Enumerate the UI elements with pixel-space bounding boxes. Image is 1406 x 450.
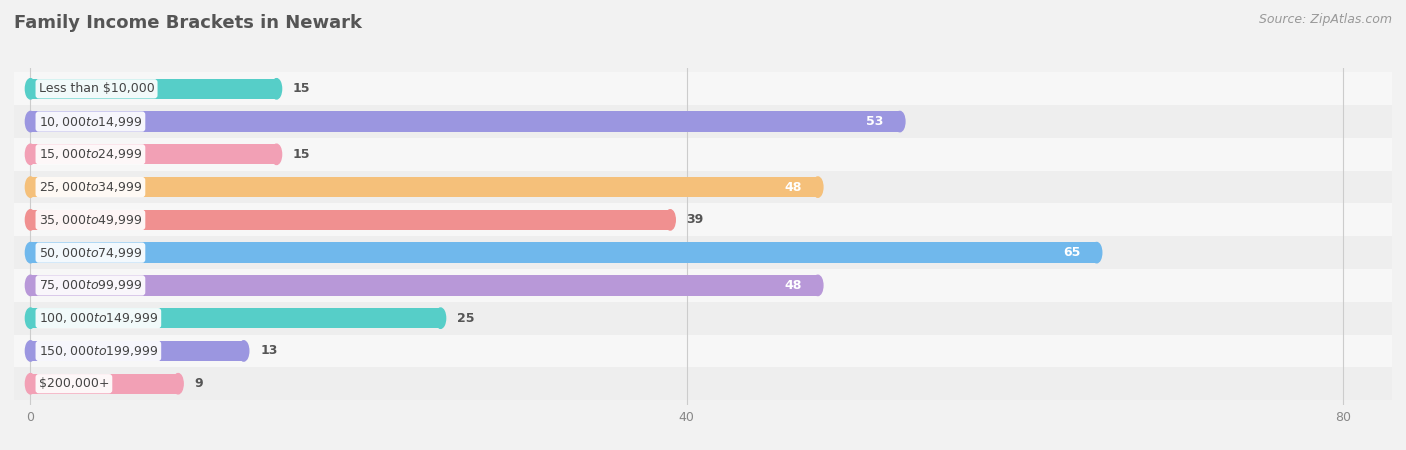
Bar bbox=[31, 308, 440, 328]
Text: 15: 15 bbox=[292, 82, 311, 95]
Text: $25,000 to $34,999: $25,000 to $34,999 bbox=[39, 180, 142, 194]
Circle shape bbox=[25, 79, 35, 99]
Bar bbox=[31, 243, 1097, 263]
Text: 25: 25 bbox=[457, 312, 474, 324]
Circle shape bbox=[239, 341, 249, 361]
Bar bbox=[14, 138, 1392, 171]
Circle shape bbox=[1091, 243, 1102, 263]
Circle shape bbox=[25, 144, 35, 165]
Text: $50,000 to $74,999: $50,000 to $74,999 bbox=[39, 246, 142, 260]
Text: Source: ZipAtlas.com: Source: ZipAtlas.com bbox=[1258, 14, 1392, 27]
Circle shape bbox=[25, 374, 35, 394]
Bar bbox=[14, 171, 1392, 203]
Bar bbox=[31, 112, 900, 132]
Bar bbox=[31, 144, 277, 165]
Circle shape bbox=[25, 210, 35, 230]
Circle shape bbox=[25, 243, 35, 263]
Text: $10,000 to $14,999: $10,000 to $14,999 bbox=[39, 115, 142, 129]
Text: $75,000 to $99,999: $75,000 to $99,999 bbox=[39, 279, 142, 292]
Circle shape bbox=[813, 275, 823, 296]
Bar bbox=[14, 236, 1392, 269]
Text: 39: 39 bbox=[686, 213, 704, 226]
Circle shape bbox=[665, 210, 675, 230]
Circle shape bbox=[25, 275, 35, 296]
Bar bbox=[14, 72, 1392, 105]
Circle shape bbox=[813, 177, 823, 197]
Bar bbox=[14, 334, 1392, 367]
Circle shape bbox=[25, 177, 35, 197]
Text: $15,000 to $24,999: $15,000 to $24,999 bbox=[39, 147, 142, 162]
Bar bbox=[14, 203, 1392, 236]
Circle shape bbox=[436, 308, 446, 328]
Bar bbox=[31, 275, 818, 296]
Text: 65: 65 bbox=[1063, 246, 1080, 259]
Circle shape bbox=[25, 341, 35, 361]
Text: 53: 53 bbox=[866, 115, 883, 128]
Bar bbox=[31, 79, 277, 99]
Text: $150,000 to $199,999: $150,000 to $199,999 bbox=[39, 344, 157, 358]
Text: Family Income Brackets in Newark: Family Income Brackets in Newark bbox=[14, 14, 363, 32]
Text: 48: 48 bbox=[785, 180, 801, 194]
Bar bbox=[31, 210, 671, 230]
Text: Less than $10,000: Less than $10,000 bbox=[39, 82, 155, 95]
Bar bbox=[14, 269, 1392, 302]
Text: $200,000+: $200,000+ bbox=[39, 377, 110, 390]
Circle shape bbox=[271, 144, 281, 165]
Text: 48: 48 bbox=[785, 279, 801, 292]
Text: $35,000 to $49,999: $35,000 to $49,999 bbox=[39, 213, 142, 227]
Circle shape bbox=[173, 374, 183, 394]
Bar bbox=[31, 341, 243, 361]
Bar bbox=[14, 105, 1392, 138]
Bar bbox=[14, 367, 1392, 400]
Text: $100,000 to $149,999: $100,000 to $149,999 bbox=[39, 311, 157, 325]
Text: 15: 15 bbox=[292, 148, 311, 161]
Text: 13: 13 bbox=[260, 344, 277, 357]
Bar bbox=[31, 177, 818, 197]
Circle shape bbox=[25, 112, 35, 132]
Circle shape bbox=[894, 112, 905, 132]
Bar bbox=[31, 374, 179, 394]
Circle shape bbox=[25, 308, 35, 328]
Circle shape bbox=[271, 79, 281, 99]
Text: 9: 9 bbox=[194, 377, 202, 390]
Bar bbox=[14, 302, 1392, 334]
